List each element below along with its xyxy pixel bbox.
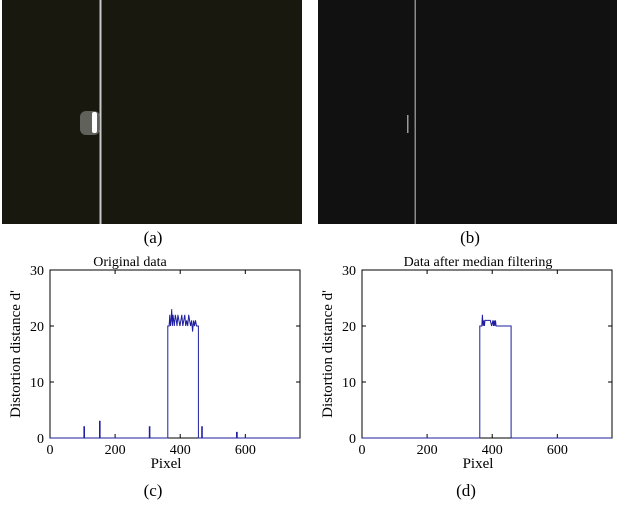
plot-area: 0 200 400 600 0 10 20 30	[30, 264, 301, 458]
chart-title: Original data	[93, 255, 167, 270]
photo-a-background	[2, 0, 302, 224]
photo-b	[318, 0, 617, 224]
series-line-0	[50, 309, 300, 439]
y-tick-label: 0	[349, 432, 356, 447]
series-line-0	[362, 314, 612, 439]
axes-frame	[361, 269, 613, 439]
y-tick-label: 10	[342, 376, 356, 391]
x-tick-label: 600	[235, 443, 256, 458]
y-tick-label: 10	[30, 376, 44, 391]
y-tick-label: 20	[342, 320, 356, 335]
x-tick-label: 400	[170, 443, 191, 458]
y-tick-label: 0	[37, 432, 44, 447]
x-tick-label: 0	[359, 443, 366, 458]
x-tick-label: 400	[482, 443, 503, 458]
chart-median-filtered: Data after median filtering Distortion d…	[320, 255, 613, 472]
y-tick-label: 30	[342, 264, 356, 279]
photo-b-background	[318, 0, 617, 224]
x-axis-label: Pixel	[463, 456, 494, 472]
x-axis-label: Pixel	[151, 456, 182, 472]
photo-b-laser-line	[414, 0, 416, 224]
panel-label-a: (a)	[143, 228, 163, 247]
photo-a-laser-line	[99, 0, 102, 224]
chart-original-data: Original data Distortion distance d' Pix…	[8, 255, 301, 472]
y-tick-label: 20	[30, 320, 44, 335]
y-axis-label: Distortion distance d'	[320, 290, 336, 418]
x-tick-label: 200	[105, 443, 126, 458]
y-tick-label: 30	[30, 264, 44, 279]
panel-label-c: (c)	[143, 481, 163, 500]
x-tick-label: 0	[47, 443, 54, 458]
x-tick-label: 200	[417, 443, 438, 458]
photo-a	[2, 0, 302, 224]
photo-a-object-highlight	[92, 112, 97, 133]
plot-area: 0 200 400 600 0 10 20 30	[342, 264, 613, 458]
photo-b-object-trace	[407, 115, 409, 133]
axes-frame	[49, 269, 301, 439]
panel-label-b: (b)	[460, 228, 480, 247]
y-axis-label: Distortion distance d'	[8, 290, 24, 418]
chart-title: Data after median filtering	[404, 255, 553, 270]
panel-label-d: (d)	[456, 481, 476, 500]
x-tick-label: 600	[547, 443, 568, 458]
